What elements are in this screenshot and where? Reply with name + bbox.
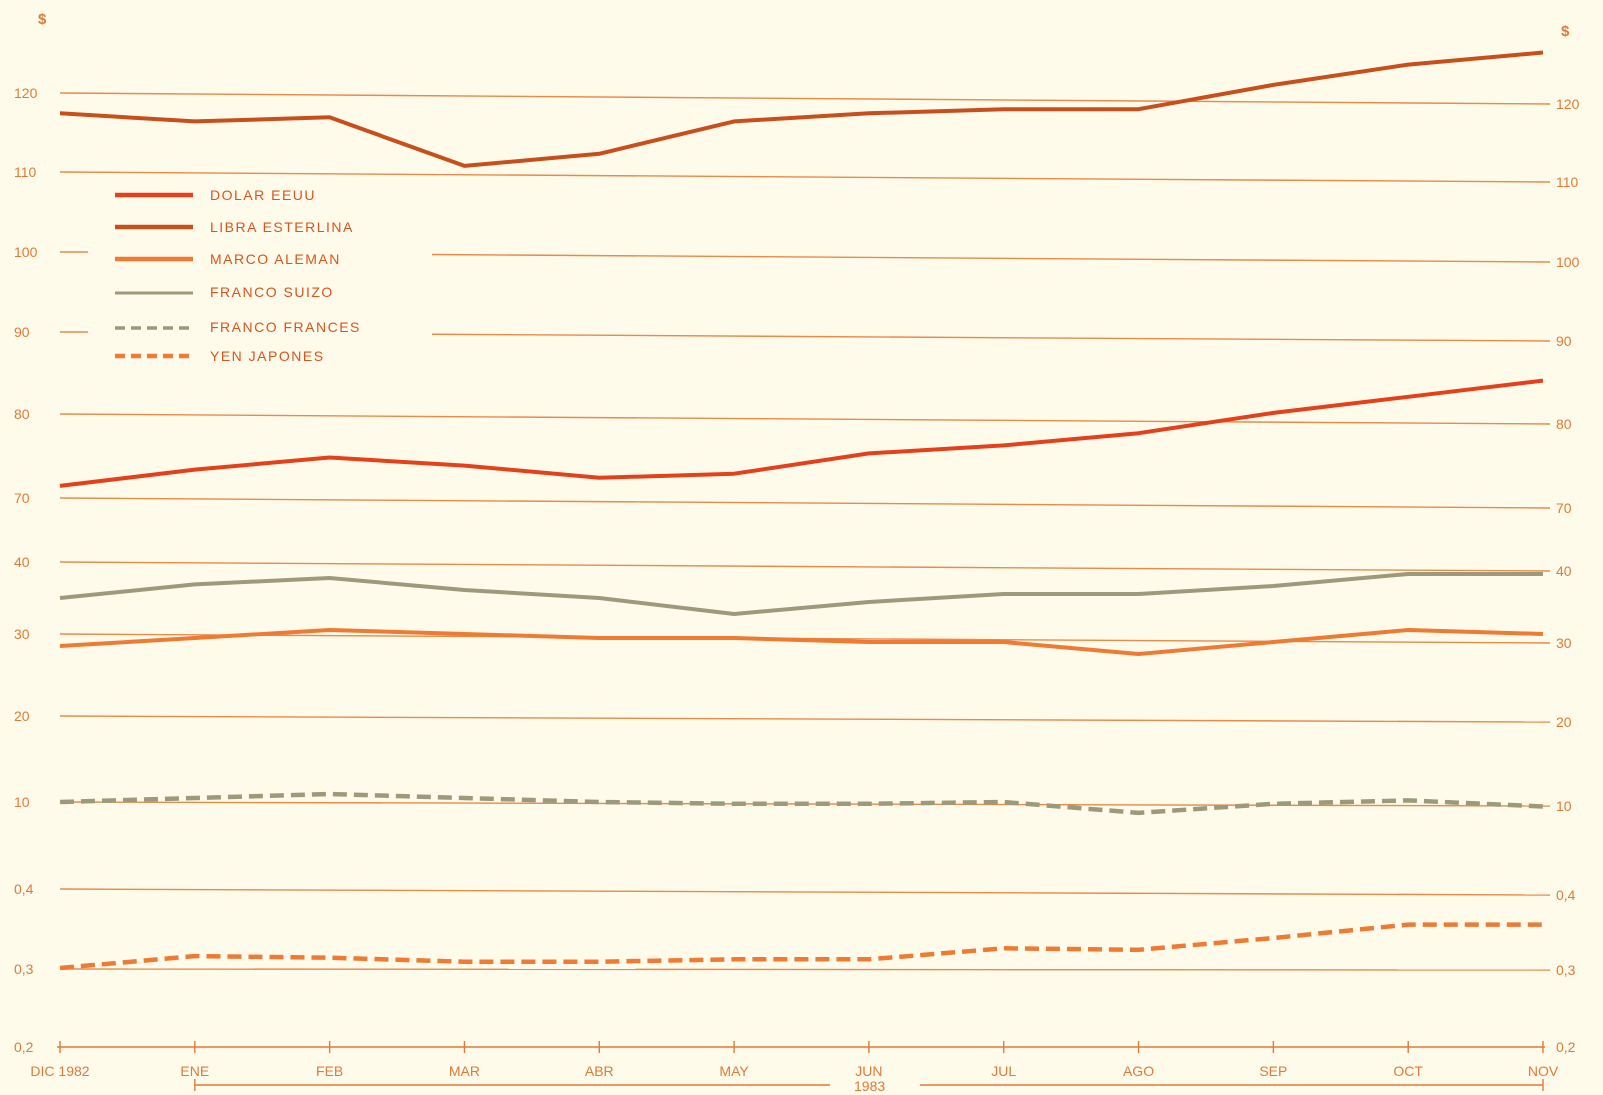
year-label: 1983 <box>854 1078 885 1094</box>
legend-label-dolar-eeuu: DOLAR EEUU <box>210 187 316 203</box>
legend: DOLAR EEUU LIBRA ESTERLINA MARCO ALEMAN … <box>115 187 361 364</box>
currency-label-right: $ <box>1561 23 1570 40</box>
gridline <box>59 171 1551 183</box>
y-tick-label-right: 100 <box>1556 254 1580 270</box>
y-tick-label-right: 90 <box>1556 333 1572 349</box>
x-tick-label: JUN <box>855 1063 882 1079</box>
gridline <box>59 888 1551 896</box>
y-tick-label-left: 120 <box>14 85 38 101</box>
y-tick-label-right: 40 <box>1556 563 1572 579</box>
currency-label-left: $ <box>38 11 47 28</box>
x-tick-label: DIC 1982 <box>30 1063 89 1079</box>
series-line-libra-esterlina <box>59 50 1544 168</box>
x-tick-label: FEB <box>316 1063 343 1079</box>
y-tick-label-right: 20 <box>1556 714 1572 730</box>
x-tick-label: SEP <box>1259 1063 1287 1079</box>
x-tick-label: ABR <box>585 1063 614 1079</box>
y-tick-label-left: 40 <box>14 554 30 570</box>
y-tick-label-left: 90 <box>14 324 30 340</box>
legend-label-libra-esterlina: LIBRA ESTERLINA <box>210 219 354 235</box>
x-tick-label: AGO <box>1123 1063 1154 1079</box>
axes: 120 110 100 90 80 70 40 30 20 10 0,4 0,3 0,2 120 110 10… <box>14 85 1580 1091</box>
gridline <box>59 561 1551 572</box>
y-tick-label-right: 120 <box>1556 96 1580 112</box>
gridlines <box>59 92 1551 971</box>
gridline <box>431 333 1551 342</box>
y-tick-label-left: 20 <box>14 708 30 724</box>
gridline <box>59 968 1551 971</box>
y-tick-label-left: 100 <box>14 244 38 260</box>
series-lines <box>59 50 1544 971</box>
y-tick-label-left: 30 <box>14 626 30 642</box>
series-line-franco-frances <box>59 791 1544 816</box>
gridline <box>431 253 1551 263</box>
x-tick-label: JUL <box>991 1063 1016 1079</box>
series-line-marco-aleman <box>59 628 1544 656</box>
y-tick-label-right: 0,4 <box>1556 887 1576 903</box>
y-tick-label-left: 70 <box>14 490 30 506</box>
y-tick-label-right: 10 <box>1556 798 1572 814</box>
y-tick-label-right: 110 <box>1556 174 1579 190</box>
y-tick-label-right: 0,2 <box>1556 1039 1576 1055</box>
gridline <box>59 497 1551 509</box>
series-line-franco-suizo <box>59 572 1543 616</box>
x-tick-label: MAR <box>449 1063 480 1079</box>
legend-label-franco-frances: FRANCO FRANCES <box>210 319 361 335</box>
y-tick-label-left: 0,3 <box>14 961 34 977</box>
y-tick-label-right: 70 <box>1556 500 1572 516</box>
y-tick-label-right: 30 <box>1556 635 1572 651</box>
x-tick-label: OCT <box>1393 1063 1423 1079</box>
series-line-yen-japones <box>59 922 1543 971</box>
gridline <box>59 715 1551 723</box>
legend-label-marco-aleman: MARCO ALEMAN <box>210 251 341 267</box>
y-tick-label-left: 0,4 <box>14 881 34 897</box>
y-tick-label-left: 80 <box>14 406 30 422</box>
x-tick-label: NOV <box>1528 1063 1559 1079</box>
y-tick-label-left: 0,2 <box>14 1039 34 1055</box>
legend-label-franco-suizo: FRANCO SUIZO <box>210 284 334 300</box>
legend-label-yen-japones: YEN JAPONES <box>210 348 325 364</box>
y-tick-label-left: 10 <box>14 794 30 810</box>
gridline <box>59 92 1551 105</box>
y-tick-label-right: 80 <box>1556 416 1572 432</box>
gridline <box>59 413 1551 425</box>
x-tick-label: MAY <box>719 1063 749 1079</box>
x-tick-label: ENE <box>180 1063 209 1079</box>
y-tick-label-right: 0,3 <box>1556 962 1576 978</box>
y-tick-label-left: 110 <box>14 164 37 180</box>
series-line-dolar-eeuu <box>59 378 1544 488</box>
